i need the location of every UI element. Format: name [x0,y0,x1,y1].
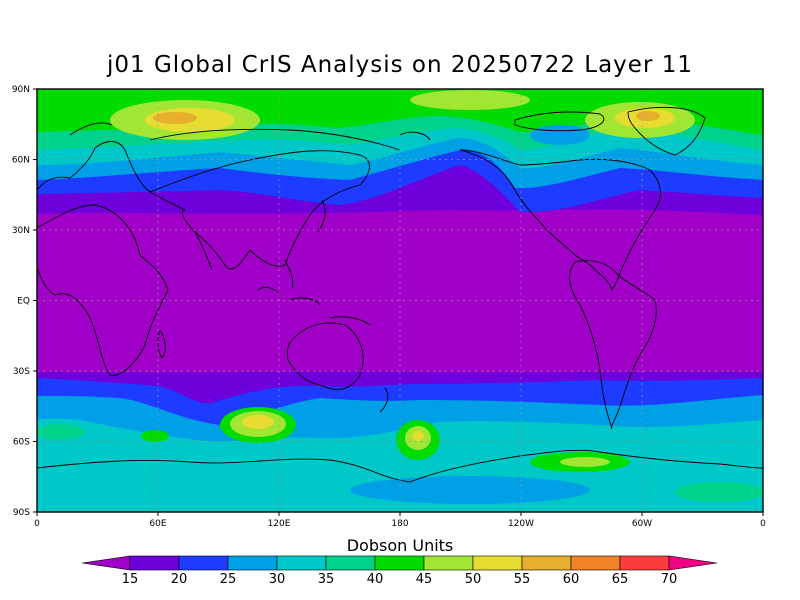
colorbar-low-arrow [81,555,131,571]
colorbar-swatch [521,555,572,571]
colorbar-swatch [227,555,278,571]
lat-label: 30N [12,226,30,236]
lon-label: 0 [760,519,766,529]
colorbar: 15 20 25 30 35 40 45 50 55 60 65 70 [81,555,718,587]
colorbar-tick-label: 65 [612,572,629,587]
graticule [37,89,763,512]
lon-label: 180 [391,519,408,529]
lon-label: 60E [149,519,166,529]
lat-label: EQ [17,297,30,307]
lon-label: 120E [268,519,291,529]
lon-label: 0 [34,519,40,529]
lat-label: 60S [13,438,30,448]
latitude-labels: 90N 60N 30N EQ 30S 60S 90S [12,85,30,518]
colorbar-high-arrow [668,555,718,571]
lat-label: 90N [12,85,30,95]
lon-label: 60W [632,519,652,529]
colorbar-swatch [423,555,474,571]
colorbar-tick-label: 55 [514,572,531,587]
colorbar-tick-label: 40 [367,572,384,587]
tick-marks [33,88,764,516]
colorbar-tick-label: 35 [318,572,335,587]
map-title: j01 Global CrIS Analysis on 20250722 Lay… [107,52,693,78]
colorbar-tick-label: 45 [416,572,433,587]
lat-label: 60N [12,156,30,166]
colorbar-swatch [619,555,670,571]
colorbar-swatch [325,555,376,571]
colorbar-tick-label: 25 [220,572,237,587]
longitude-labels: 0 60E 120E 180 120W 60W 0 [34,519,766,529]
lon-label: 120W [508,519,534,529]
colorbar-swatch [570,555,621,571]
colorbar-tick-label: 15 [122,572,139,587]
colorbar-swatch [374,555,425,571]
colorbar-tick-label: 30 [269,572,286,587]
coastlines [37,106,763,483]
colorbar-tick-label: 50 [465,572,482,587]
colorbar-swatch [178,555,229,571]
colorbar-tick-label: 20 [171,572,188,587]
lat-label: 90S [13,508,30,518]
colorbar-swatch [129,555,180,571]
lat-label: 30S [13,367,30,377]
colorbar-swatch [276,555,327,571]
colorbar-tick-label: 60 [563,572,580,587]
colorbar-title: Dobson Units [346,536,454,555]
colorbar-tick-label: 70 [661,572,678,587]
colorbar-swatch [472,555,523,571]
